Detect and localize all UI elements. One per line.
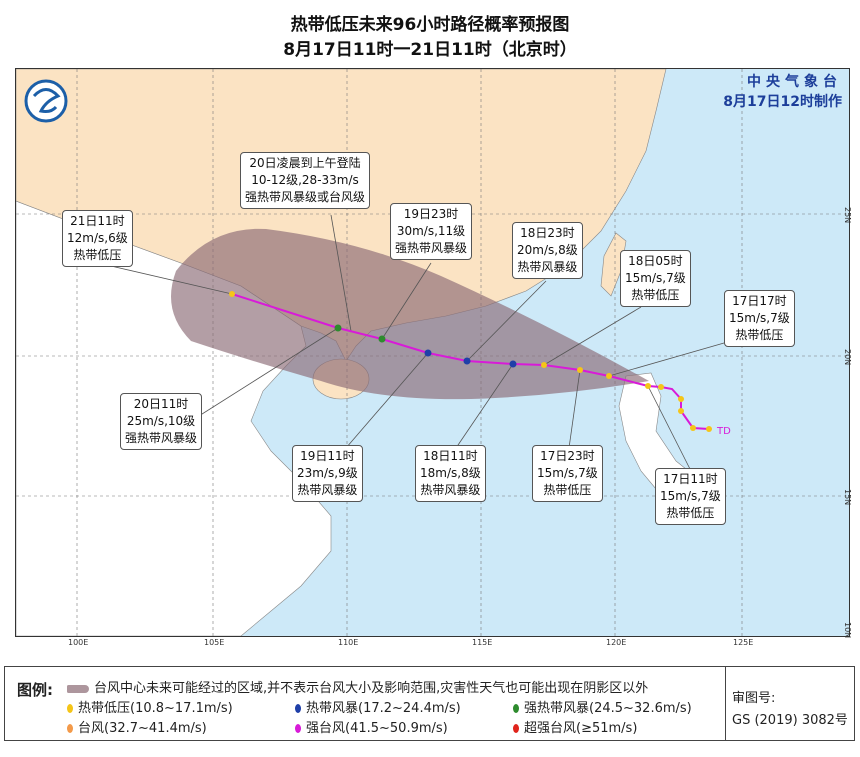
forecast-label-19d23h: 19日23时 30m/s,11级 强热带风暴级 (390, 203, 473, 260)
issuer-time: 8月17日12时制作 (723, 94, 842, 110)
approval-label: 审图号: (732, 691, 776, 706)
cma-logo-swirl (32, 88, 61, 113)
forecast-label-landfall: 20日凌晨到上午登陆 10-12级,28-33m/s 强热带风暴级或台风级 (240, 152, 371, 209)
legend-item-sts: 强热带风暴(24.5~32.6m/s) (513, 697, 692, 716)
ts-dot-icon (295, 704, 301, 713)
lon-tick: 125E (733, 638, 754, 647)
track-point-ts (463, 357, 471, 365)
map-svg: TD (16, 69, 849, 636)
sts-dot-icon (513, 704, 519, 713)
legend-item-td: 热带低压(10.8~17.1m/s) (67, 697, 233, 716)
issuer-name: 中央气象台 (747, 74, 842, 90)
track-point-td (678, 408, 684, 414)
track-point-td (577, 367, 583, 373)
track-point-td (690, 425, 696, 431)
track-point-sts (334, 324, 342, 332)
legend-item-ts: 热带风暴(17.2~24.4m/s) (295, 697, 461, 716)
legend-item-ty: 台风(32.7~41.4m/s) (67, 717, 207, 736)
td-marker-label: TD (716, 426, 731, 437)
track-point-td (229, 291, 235, 297)
cma-logo (24, 79, 68, 123)
issuer-block: 中央气象台 8月17日12时制作 (723, 72, 842, 112)
lon-tick: 115E (472, 638, 493, 647)
ty-dot-icon (67, 724, 73, 733)
track-point-td (706, 426, 712, 432)
forecast-label-17d11h: 17日11时 15m/s,7级 热带低压 (655, 468, 726, 525)
track-point-ts (509, 360, 517, 368)
forecast-label-17d17h: 17日17时 15m/s,7级 热带低压 (724, 290, 795, 347)
lon-tick: 120E (606, 638, 627, 647)
lon-tick: 100E (68, 638, 89, 647)
lat-tick: 10N (843, 622, 852, 639)
forecast-track (231, 293, 710, 430)
forecast-label-21d11h: 21日11时 12m/s,6级 热带低压 (62, 210, 133, 267)
lat-tick: 25N (843, 207, 852, 224)
track-point-td (658, 384, 664, 390)
td-dot-icon (67, 704, 73, 713)
map-area: TD (15, 68, 850, 637)
forecast-label-18d23h: 18日23时 20m/s,8级 热带风暴级 (512, 222, 583, 279)
approval-number: GS (2019) 3082号 (732, 713, 848, 728)
lat-tick: 20N (843, 349, 852, 366)
lon-tick: 110E (338, 638, 359, 647)
forecast-label-18d05h: 18日05时 15m/s,7级 热带低压 (620, 250, 691, 307)
probability-cone (171, 228, 649, 400)
lat-tick: 15N (843, 489, 852, 506)
superty-dot-icon (513, 724, 519, 733)
legend-item-sty: 强台风(41.5~50.9m/s) (295, 717, 448, 736)
legend-item-superty: 超强台风(≥51m/s) (513, 717, 637, 736)
lon-tick: 105E (204, 638, 225, 647)
track-point-td (678, 396, 684, 402)
map-subtitle: 8月17日11时一21日11时（北京时） (283, 40, 577, 60)
track-point-td (606, 373, 612, 379)
track-point-td (645, 383, 651, 389)
cone-swatch-icon (67, 684, 89, 693)
leader-lines (110, 214, 732, 472)
legend: 图例: 台风中心未来可能经过的区域,并不表示台风大小及影响范围,灾害性天气也可能… (4, 666, 855, 741)
sty-dot-icon (295, 724, 301, 733)
approval-block: 审图号: GS (2019) 3082号 (725, 667, 855, 740)
forecast-label-18d11h: 18日11时 18m/s,8级 热带风暴级 (415, 445, 486, 502)
forecast-label-20d11h: 20日11时 25m/s,10级 强热带风暴级 (120, 393, 203, 450)
track-point-sts (378, 335, 386, 343)
track-point-td (541, 362, 547, 368)
track-points (229, 291, 712, 432)
forecast-label-17d23h: 17日23时 15m/s,7级 热带低压 (532, 445, 603, 502)
track-point-ts (424, 349, 432, 357)
taiwan-island (600, 232, 627, 297)
forecast-label-19d11h: 19日11时 23m/s,9级 热带风暴级 (292, 445, 363, 502)
map-title: 热带低压未来96小时路径概率预报图 (290, 15, 570, 35)
legend-title: 图例: (17, 681, 53, 699)
legend-cone-row: 台风中心未来可能经过的区域,并不表示台风大小及影响范围,灾害性天气也可能出现在阴… (67, 677, 648, 696)
